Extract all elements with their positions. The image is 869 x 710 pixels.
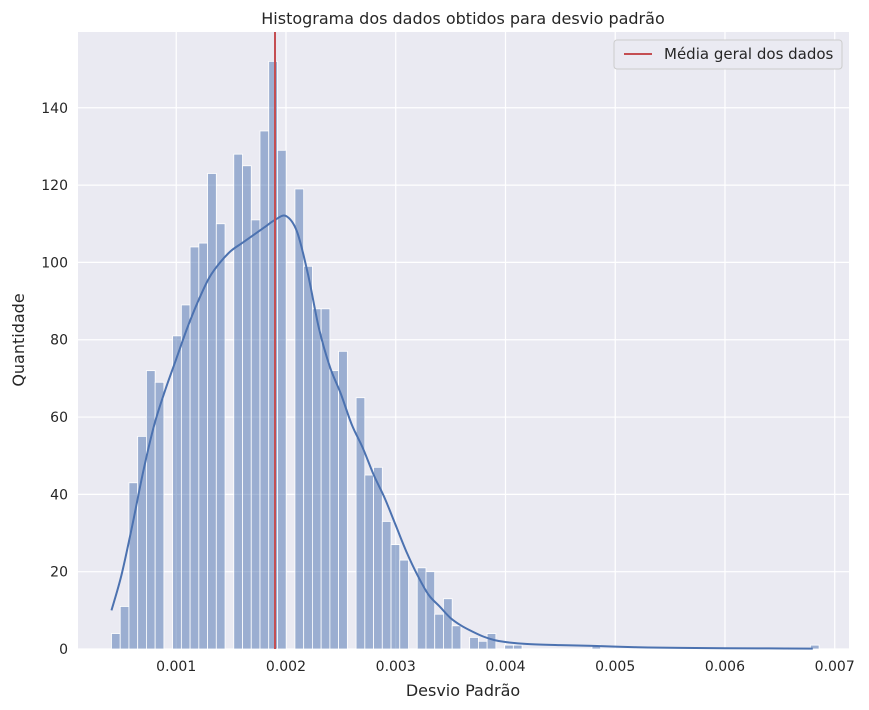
histogram-bar [512,644,523,650]
histogram-bar [364,474,374,650]
histogram-bar [381,521,392,650]
x-tick-label: 0.003 [376,659,416,675]
histogram-bar [451,625,462,650]
y-tick-label: 40 [50,487,68,503]
x-axis-label: Desvio Padrão [406,681,520,700]
histogram-bar [469,637,479,650]
x-axis-ticks: 0.001 0.002 0.003 0.004 0.005 0.006 0.007 [156,659,855,675]
histogram-bar [312,308,322,650]
histogram-bar [172,335,182,650]
histogram-bar [207,173,217,650]
y-tick-label: 0 [59,642,68,658]
histogram-bar [809,644,820,650]
y-tick-label: 120 [41,178,68,194]
histogram-bar [259,130,270,650]
x-tick-label: 0.005 [595,659,635,675]
histogram-bar [416,567,427,650]
histogram-bar [425,571,436,650]
x-tick-label: 0.002 [266,659,306,675]
x-tick-label: 0.004 [485,659,525,675]
histogram-bar [198,242,208,650]
x-tick-label: 0.001 [156,659,196,675]
histogram-bars [111,60,820,650]
histogram-bar [477,640,488,650]
chart-title: Histograma dos dados obtidos para desvio… [261,9,664,28]
histogram-bar [443,598,453,650]
legend-entry-mean: Média geral dos dados [664,45,834,63]
kde-curve [110,214,813,650]
histogram-bar [390,544,401,650]
histogram-bar [434,613,444,650]
legend: Média geral dos dados [613,39,843,70]
x-tick-label: 0.006 [705,659,745,675]
y-tick-label: 80 [50,333,68,349]
histogram-bar [233,153,243,650]
y-axis-label: Quantidade [9,293,28,386]
histogram-bar [119,606,130,650]
histogram-bar [146,370,156,650]
histogram-bar [486,633,497,650]
histogram-bar [111,633,121,650]
y-tick-label: 140 [41,101,68,117]
histogram-bar [329,370,340,650]
histogram-bar [399,559,409,650]
histogram-bar [137,435,147,650]
histogram-bar [215,223,226,650]
histogram-bar [294,188,305,650]
histogram-bar [154,381,165,650]
y-tick-label: 100 [41,255,68,271]
y-tick-label: 60 [50,410,68,426]
histogram-bar [338,350,348,650]
histogram-bar [180,304,191,650]
legend-box [613,39,843,70]
y-axis-ticks: 0 20 40 60 80 100 120 140 [41,101,68,658]
histogram-bar [268,60,278,650]
histogram-bar [303,265,313,650]
x-tick-label: 0.007 [815,659,855,675]
histogram-bar [504,644,514,650]
histogram-bar [277,149,287,650]
y-tick-label: 20 [50,565,68,581]
histogram-bar [373,466,383,650]
histogram-bar [250,219,261,650]
